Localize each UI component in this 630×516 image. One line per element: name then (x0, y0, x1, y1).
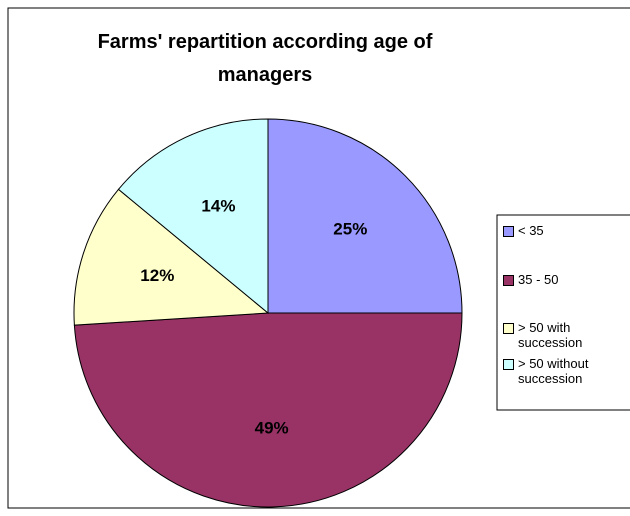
data-label: 25% (333, 220, 367, 239)
data-label: 49% (255, 419, 289, 438)
data-label: 12% (140, 267, 174, 286)
data-label-unit: % (352, 220, 367, 239)
data-label-value: 14 (201, 197, 220, 216)
legend-entry: > 50 with succession (503, 320, 630, 354)
legend-item: 35 - 50 (503, 272, 630, 306)
pie-slice (117, 118, 269, 315)
legend-box (496, 214, 630, 411)
legend-swatch (503, 323, 514, 334)
legend-entry: > 50 without succession (503, 356, 630, 390)
legend-swatch (503, 275, 514, 286)
legend-label: 35 - 50 (518, 272, 559, 287)
data-label-unit: % (220, 197, 235, 216)
data-label-value: 49 (255, 419, 274, 438)
data-label: 14% (201, 197, 235, 216)
data-label-unit: % (159, 267, 174, 286)
legend-entry: 35 - 50 (503, 272, 630, 306)
legend-label: < 35 (518, 223, 544, 238)
data-label-unit: % (274, 419, 289, 438)
pie-slice (73, 188, 270, 326)
data-label-value: 12 (140, 267, 159, 286)
legend-entry: < 35 (503, 223, 630, 257)
chart-title: Farms' repartition according age of mana… (97, 31, 433, 86)
legend-swatch (503, 226, 514, 237)
legend-item: > 50 without succession (503, 356, 630, 390)
pie-slice (73, 312, 463, 508)
legend-item: < 35 (503, 223, 630, 257)
pie-slice (267, 118, 463, 314)
data-label-value: 25 (333, 220, 352, 239)
legend-label: > 50 with succession (518, 320, 583, 350)
legend-swatch (503, 359, 514, 370)
legend-item: > 50 with succession (503, 320, 630, 354)
title-box: Farms' repartition according age of mana… (97, 31, 433, 86)
legend-label: > 50 without succession (518, 356, 589, 386)
